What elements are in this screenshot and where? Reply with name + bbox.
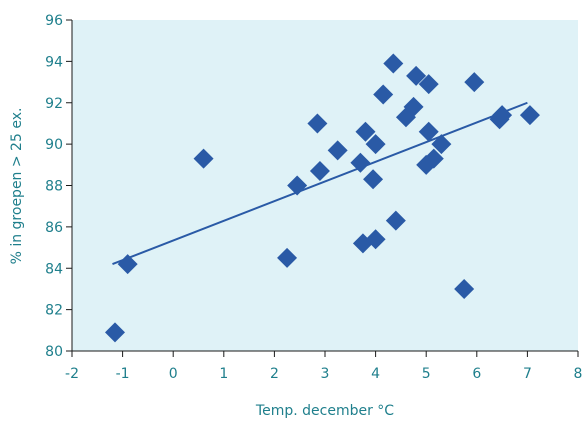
y-tick-label: 84: [45, 261, 63, 277]
x-tick-label: 6: [472, 366, 481, 382]
data-point: [418, 121, 439, 142]
data-point: [519, 105, 540, 126]
data-point: [403, 96, 424, 117]
data-point: [385, 210, 406, 231]
data-point: [406, 65, 427, 86]
data-point: [431, 134, 452, 155]
data-point: [365, 134, 386, 155]
x-tick-label: 4: [371, 366, 380, 382]
y-tick-label: 80: [45, 344, 63, 360]
data-point: [464, 72, 485, 93]
x-axis-ticks: -2 -1 0 1 2 3 4 5 6 7 8: [65, 351, 582, 382]
data-marks: [105, 53, 540, 343]
data-point: [105, 322, 126, 343]
data-point: [287, 175, 308, 196]
plot-area: [72, 20, 578, 351]
y-axis-ticks: 80 82 84 86 88 90 92 94 96: [45, 13, 72, 360]
data-point: [492, 105, 513, 126]
data-point: [365, 229, 386, 250]
data-point: [117, 254, 138, 275]
y-tick-label: 88: [45, 179, 63, 195]
data-point: [350, 152, 371, 173]
x-tick-label: -2: [65, 366, 79, 382]
data-point: [418, 74, 439, 95]
y-tick-label: 86: [45, 220, 63, 236]
data-point: [454, 278, 475, 299]
x-tick-label: 8: [574, 366, 583, 382]
y-tick-label: 82: [45, 303, 63, 319]
data-point: [363, 169, 384, 190]
x-axis-title: Temp. december °C: [255, 403, 394, 419]
data-point: [373, 84, 394, 105]
data-point: [277, 247, 298, 268]
y-tick-label: 96: [45, 13, 63, 29]
data-point: [423, 148, 444, 169]
x-tick-label: 7: [523, 366, 532, 382]
data-point: [309, 161, 330, 182]
y-tick-label: 90: [45, 137, 63, 153]
y-tick-label: 92: [45, 96, 63, 112]
x-tick-label: 1: [219, 366, 228, 382]
data-point: [383, 53, 404, 74]
x-tick-label: 0: [169, 366, 178, 382]
data-point: [355, 121, 376, 142]
data-point: [327, 140, 348, 161]
trend-line: [112, 101, 528, 266]
data-point: [307, 113, 328, 134]
data-point: [193, 148, 214, 169]
x-tick-label: 3: [321, 366, 330, 382]
y-tick-label: 94: [45, 54, 63, 70]
x-tick-label: 5: [422, 366, 431, 382]
x-tick-label: 2: [270, 366, 279, 382]
x-tick-label: -1: [116, 366, 130, 382]
y-axis-title: % in groepen > 25 ex.: [9, 108, 25, 265]
